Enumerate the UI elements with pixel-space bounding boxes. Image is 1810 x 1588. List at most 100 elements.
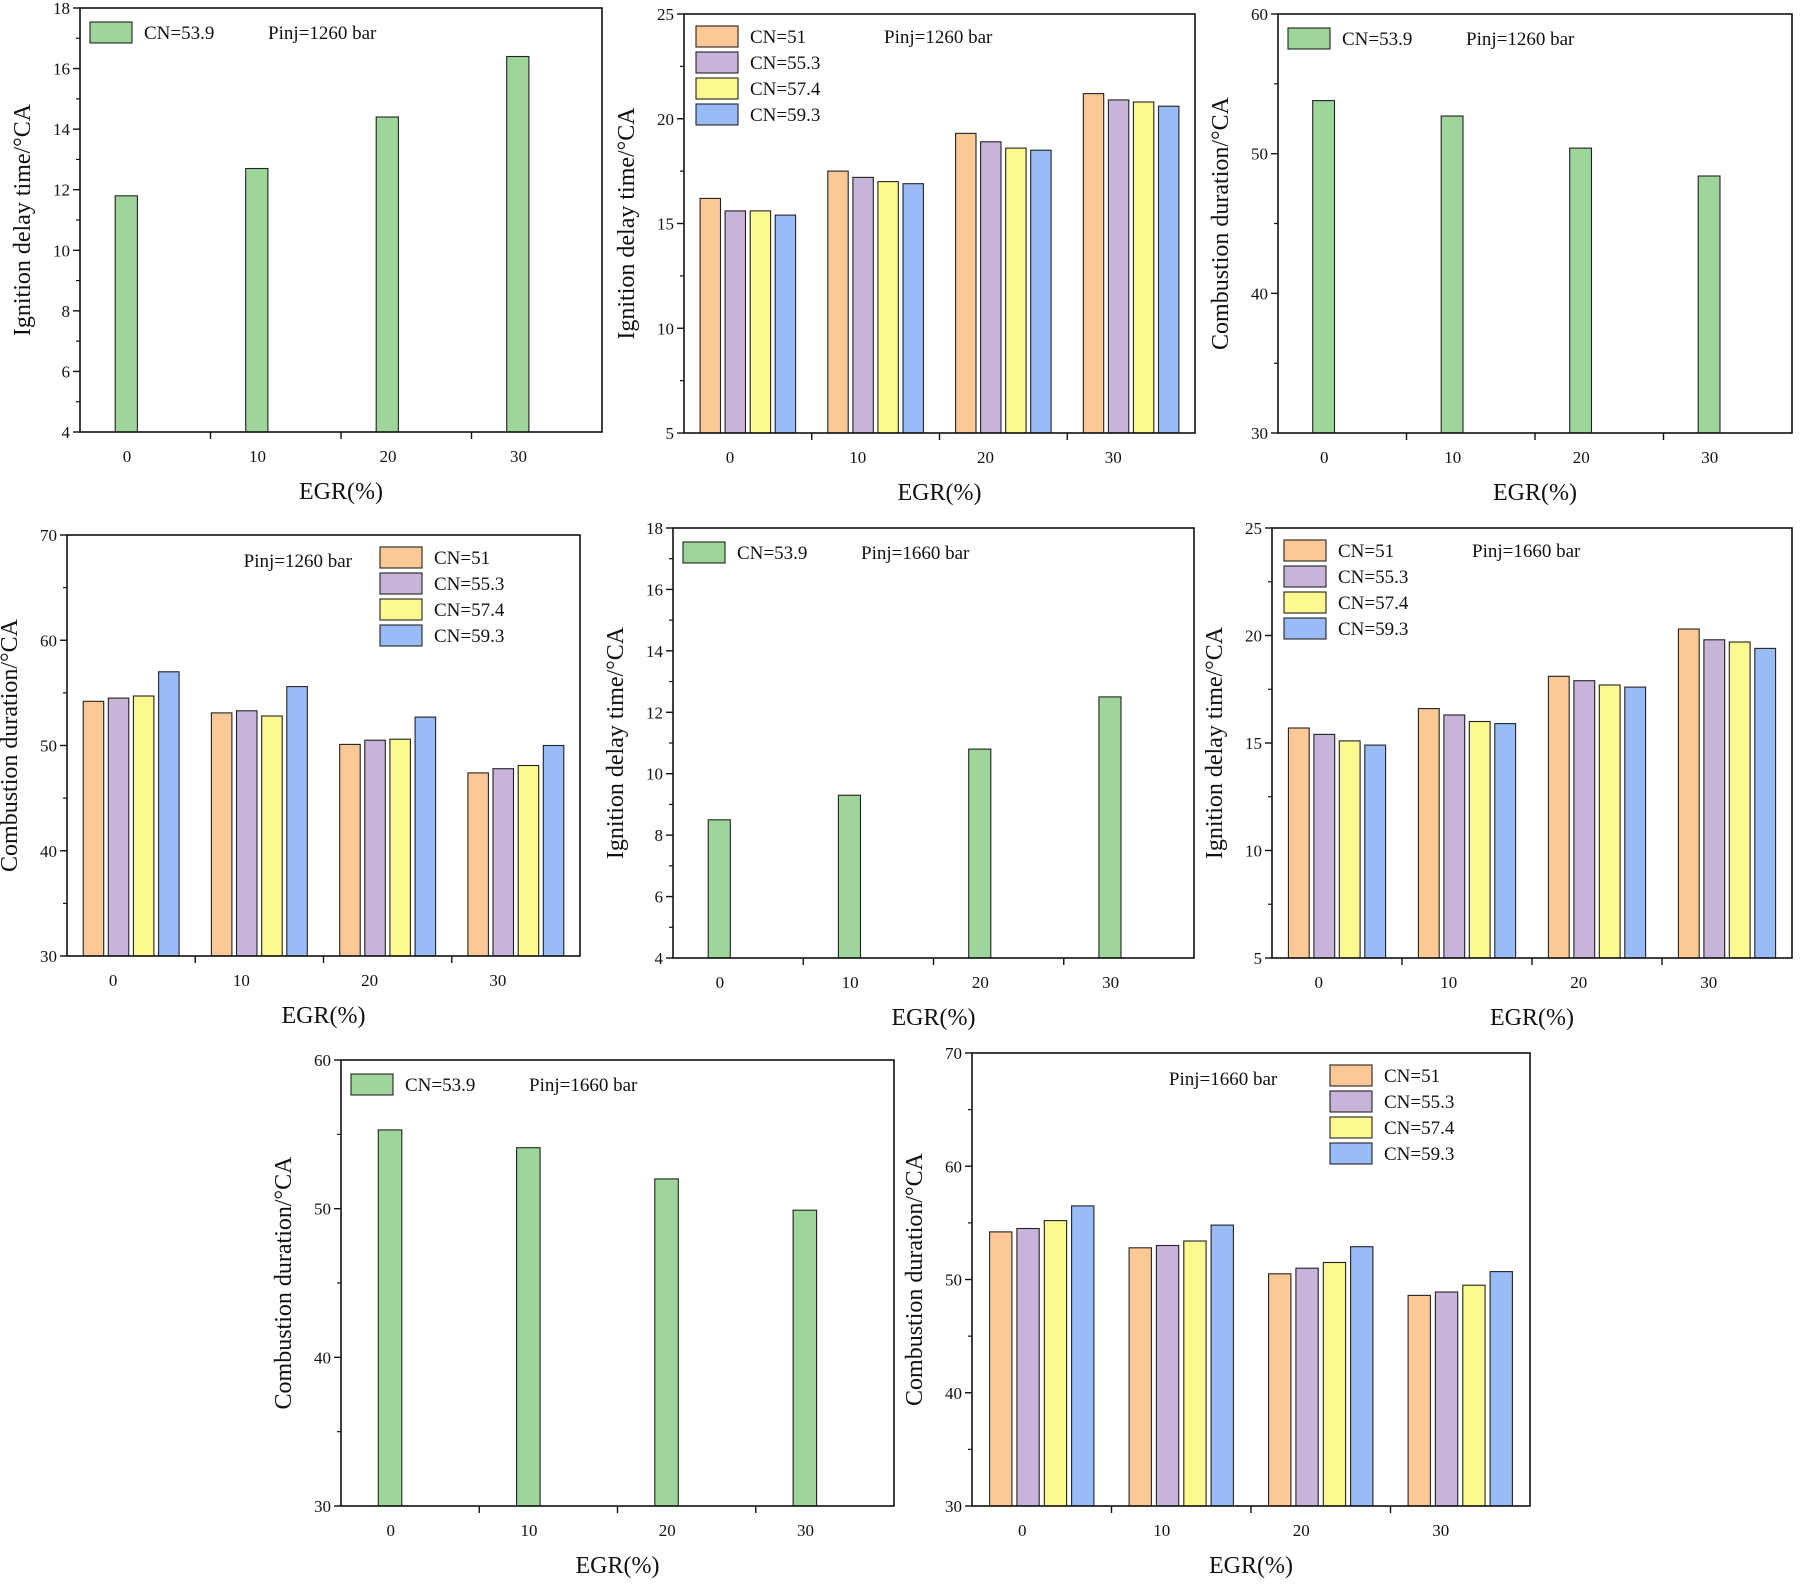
x-axis-title: EGR(%) — [1209, 1553, 1293, 1579]
y-tick-label: 10 — [657, 319, 674, 338]
chart-panel-a: 4 6 8 10 12 14 16 18 0 10 20 30 EGR(%) Ignition delay… — [10, 0, 603, 505]
bar-cn-55-3-30 — [1434, 1291, 1459, 1507]
x-tick-label: 30 — [510, 447, 527, 466]
legend-label: CN=59.3 — [1384, 1144, 1454, 1165]
bar-cn-57-4-10 — [261, 715, 283, 957]
bar-cn-57-4-0 — [1043, 1220, 1068, 1507]
pressure-annotation: Pinj=1260 bar — [1466, 29, 1575, 50]
bar-cn-59-3-0 — [1071, 1205, 1095, 1507]
bar-cn-57-4-20 — [1322, 1261, 1347, 1507]
x-tick-label: 30 — [1432, 1521, 1449, 1540]
y-axis-title: Ignition delay time/°CA — [1202, 626, 1228, 859]
pressure-annotation: Pinj=1660 bar — [1169, 1069, 1278, 1090]
bar-cn-55-3-20 — [1295, 1267, 1319, 1507]
legend-swatch — [1329, 1064, 1373, 1087]
x-tick-label: 30 — [489, 971, 506, 990]
bar-cn-53-9-20 — [968, 748, 992, 959]
legend-swatch — [89, 21, 133, 44]
y-tick-label: 6 — [655, 888, 664, 907]
bar-cn-51-20 — [1547, 675, 1570, 959]
bar-cn-59-3-30 — [542, 744, 565, 957]
bar-cn-57-4-0 — [132, 695, 155, 957]
x-tick-label: 10 — [1444, 448, 1461, 467]
x-tick-label: 0 — [1320, 448, 1329, 467]
legend-swatch — [379, 572, 423, 595]
chart-panel-g: 30 40 50 60 0 10 20 30 EGR(%) Combustion duration… — [271, 1051, 895, 1579]
legend-swatch — [1287, 27, 1331, 50]
x-tick-label: 30 — [797, 1521, 814, 1540]
y-tick-label: 60 — [40, 631, 57, 650]
bar-cn-53-9-20 — [375, 116, 399, 433]
bar-cn-53-9-20 — [654, 1178, 679, 1507]
legend-label: CN=57.4 — [750, 79, 821, 100]
x-tick-label: 20 — [1570, 973, 1587, 992]
x-tick-label: 20 — [1293, 1521, 1310, 1540]
y-tick-label: 6 — [62, 362, 71, 381]
y-tick-label: 20 — [657, 110, 674, 129]
bar-cn-51-10 — [827, 170, 849, 434]
y-axis-title: Ignition delay time/°CA — [614, 107, 640, 340]
bar-cn-59-3-10 — [286, 686, 308, 957]
bar-cn-53-9-10 — [516, 1147, 541, 1507]
bar-cn-53-9-30 — [506, 55, 530, 433]
x-tick-label: 30 — [1700, 973, 1717, 992]
x-tick-label: 10 — [233, 971, 250, 990]
legend-label: CN=59.3 — [434, 626, 504, 647]
legend-swatch — [695, 103, 739, 126]
legend-label: CN=53.9 — [1342, 29, 1412, 50]
legend-label: CN=53.9 — [405, 1075, 475, 1096]
y-tick-label: 30 — [314, 1497, 331, 1516]
bar-cn-51-0 — [82, 700, 105, 957]
bar-cn-59-3-0 — [774, 214, 797, 434]
y-tick-label: 4 — [62, 423, 71, 442]
legend-swatch — [379, 624, 423, 647]
legend-swatch — [695, 77, 739, 100]
bar-cn-57-4-0 — [1338, 740, 1361, 959]
bar-cn-53-9-10 — [837, 794, 862, 959]
x-tick-label: 10 — [849, 448, 866, 467]
bar-cn-55-3-30 — [1107, 99, 1130, 434]
bar-cn-51-30 — [1677, 628, 1700, 959]
y-tick-label: 25 — [1245, 519, 1262, 538]
y-tick-label: 40 — [945, 1384, 962, 1403]
legend-swatch — [1329, 1116, 1373, 1139]
x-axis-title: EGR(%) — [1490, 1005, 1574, 1031]
x-axis-title: EGR(%) — [892, 1005, 976, 1031]
x-tick-label: 20 — [977, 448, 994, 467]
bar-cn-53-9-30 — [1098, 696, 1122, 959]
bar-cn-51-0 — [1287, 727, 1310, 959]
bar-cn-51-30 — [1082, 93, 1105, 434]
y-tick-label: 30 — [945, 1497, 962, 1516]
bar-cn-51-0 — [699, 197, 722, 434]
x-tick-label: 30 — [1105, 448, 1122, 467]
bar-cn-59-3-20 — [1624, 686, 1647, 959]
x-tick-label: 10 — [249, 447, 266, 466]
x-axis-title: EGR(%) — [299, 479, 383, 505]
y-tick-label: 15 — [1245, 734, 1262, 753]
legend-swatch — [695, 51, 739, 74]
y-tick-label: 5 — [1254, 949, 1263, 968]
pressure-annotation: Pinj=1660 bar — [529, 1075, 638, 1096]
x-tick-label: 0 — [387, 1521, 396, 1540]
x-tick-label: 0 — [1018, 1521, 1027, 1540]
pressure-annotation: Pinj=1660 bar — [861, 543, 970, 564]
x-tick-label: 0 — [726, 448, 735, 467]
bar-cn-59-3-0 — [1364, 744, 1387, 959]
legend-label: CN=51 — [1384, 1066, 1440, 1087]
y-axis-title: Ignition delay time/°CA — [10, 103, 36, 336]
y-tick-label: 40 — [40, 842, 57, 861]
y-axis-title: Combustion duration/°CA — [902, 1152, 928, 1406]
y-tick-label: 16 — [646, 580, 663, 599]
pressure-annotation: Pinj=1260 bar — [884, 27, 993, 48]
bar-cn-55-3-10 — [1155, 1244, 1180, 1507]
bar-cn-51-10 — [1128, 1247, 1152, 1507]
legend-swatch — [379, 598, 423, 621]
y-axis-title: Combustion duration/°CA — [1208, 96, 1234, 350]
x-tick-label: 0 — [123, 447, 132, 466]
legend-swatch — [682, 541, 726, 564]
y-tick-label: 30 — [40, 947, 57, 966]
x-tick-label: 10 — [1440, 973, 1457, 992]
bar-cn-59-3-20 — [1030, 149, 1052, 434]
chart-panel-e: 4 6 8 10 12 14 16 18 0 10 20 30 EGR(%) Ignition delay… — [603, 519, 1195, 1031]
